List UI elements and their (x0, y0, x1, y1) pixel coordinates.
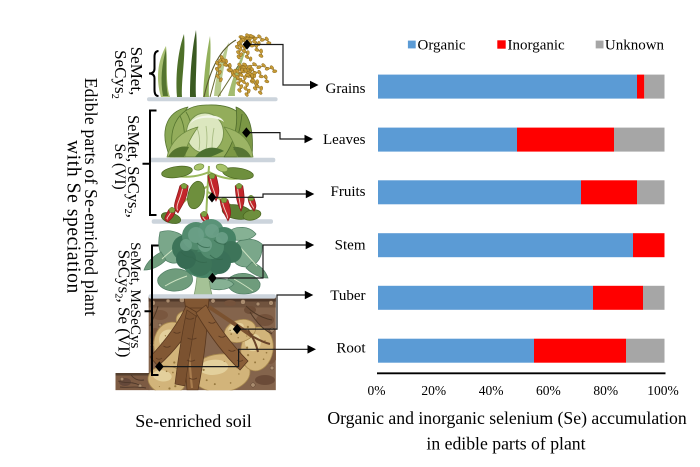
svg-text:Inorganic: Inorganic (508, 38, 566, 54)
svg-text:Se (VI): Se (VI) (111, 144, 128, 190)
svg-text:SeCys2, Se (VI): SeCys2, Se (VI) (112, 250, 133, 358)
svg-text:SeMet,: SeMet, (127, 47, 146, 96)
svg-text:100%: 100% (647, 383, 679, 398)
svg-text:with Se speciation: with Se speciation (62, 140, 83, 294)
svg-text:60%: 60% (536, 383, 561, 398)
svg-text:Organic: Organic (418, 38, 466, 54)
svg-text:Unknown: Unknown (605, 38, 665, 54)
svg-text:Leaves: Leaves (323, 132, 366, 148)
svg-text:Stem: Stem (335, 238, 366, 254)
svg-text:SeMet, SeCys2,: SeMet, SeCys2, (122, 115, 143, 218)
svg-text:in edible parts of plant: in edible parts of plant (426, 433, 585, 453)
svg-text:Se-enriched soil: Se-enriched soil (135, 411, 251, 431)
svg-text:80%: 80% (593, 383, 618, 398)
svg-text:0%: 0% (368, 383, 386, 398)
svg-text:20%: 20% (421, 383, 446, 398)
svg-text:Grains: Grains (326, 81, 366, 97)
svg-text:Organic and inorganic selenium: Organic and inorganic selenium (Se) accu… (327, 408, 687, 428)
svg-text:40%: 40% (479, 383, 504, 398)
svg-text:SeMet, MeSeCys: SeMet, MeSeCys (127, 242, 144, 348)
svg-text:Edible parts of Se-enriched pl: Edible parts of Se-enriched plant (81, 78, 101, 317)
svg-text:Fruits: Fruits (330, 184, 365, 200)
svg-text:SeCys2: SeCys2 (109, 50, 130, 99)
svg-text:Tuber: Tuber (330, 288, 365, 304)
svg-text:Root: Root (336, 341, 366, 357)
